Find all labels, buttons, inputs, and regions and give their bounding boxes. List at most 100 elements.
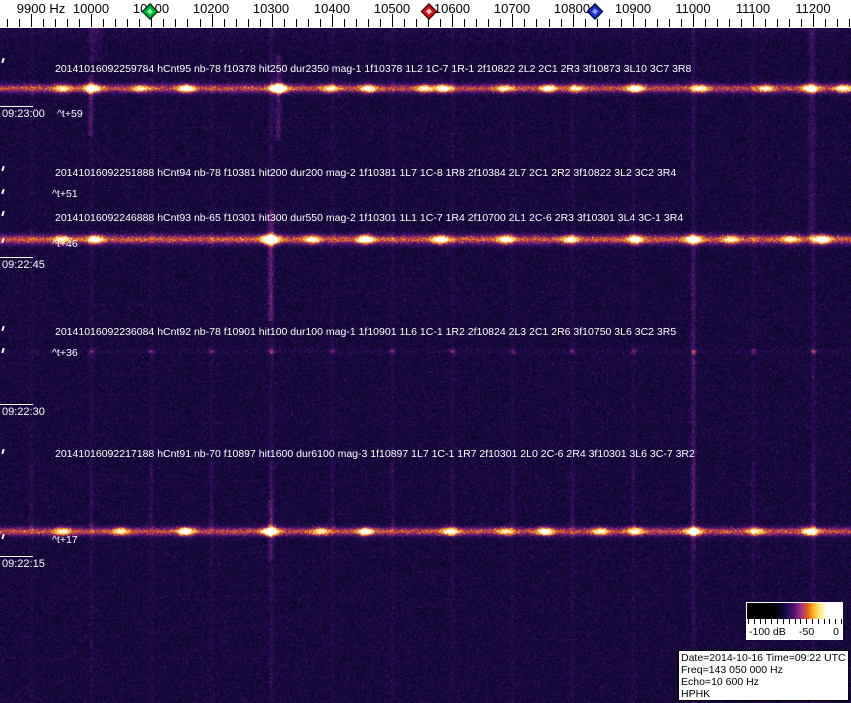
status-info-box: Date=2014-10-16 Time=09:22 UTC Freq=143 … — [678, 650, 849, 701]
db-scale-tick — [777, 619, 779, 624]
db-color-gradient — [747, 603, 842, 619]
freq-label-10000: 10000 — [72, 1, 110, 16]
db-scale-tick — [817, 619, 819, 624]
ruler-minor-tick — [55, 19, 57, 27]
ruler-minor-tick — [380, 19, 381, 27]
ruler-major-tick — [91, 14, 93, 27]
ruler-minor-tick — [187, 19, 189, 27]
db-label-min: -100 dB — [749, 626, 786, 638]
ruler-minor-tick — [620, 19, 622, 27]
ruler-major-tick — [572, 14, 574, 27]
freq-label-11000: 11000 — [675, 1, 711, 16]
freq-label-10200: 10200 — [192, 1, 230, 16]
db-scale-tick — [771, 619, 773, 624]
info-station: HPHK — [681, 688, 711, 700]
event-line-92: 20141016092236084 hCnt92 nb-78 f10901 hi… — [55, 326, 677, 338]
db-scale-tick — [765, 619, 767, 624]
ruler-minor-tick — [716, 19, 718, 27]
freq-label-10700: 10700 — [493, 1, 531, 16]
ruler-minor-tick — [680, 19, 682, 27]
db-scale-tick — [800, 619, 802, 624]
ruler-minor-tick — [283, 19, 285, 27]
ruler-minor-tick — [584, 19, 586, 27]
ruler-minor-tick — [741, 19, 742, 27]
db-scale-tick — [823, 619, 825, 624]
db-label-max: 0 — [833, 626, 839, 638]
ruler-minor-tick — [368, 19, 369, 27]
db-scale-tick — [748, 619, 749, 624]
ruler-minor-tick — [259, 19, 261, 27]
ruler-minor-tick — [765, 19, 767, 27]
ruler-minor-tick — [343, 19, 345, 27]
ruler-major-tick — [331, 14, 333, 27]
ruler-minor-tick — [295, 19, 297, 27]
freq-label-11200: 11200 — [795, 1, 831, 16]
time-label: 09:22:45 — [2, 259, 45, 271]
time-tick-line — [0, 106, 33, 107]
ruler-minor-tick — [476, 19, 478, 27]
db-scale-tick — [753, 619, 755, 624]
blue-diamond-marker[interactable] — [586, 2, 604, 21]
ruler-minor-tick — [801, 19, 803, 27]
ruler-major-tick — [151, 14, 153, 27]
ruler-minor-tick — [404, 19, 406, 27]
ruler-minor-tick — [729, 19, 730, 27]
ruler-major-tick — [271, 14, 273, 27]
freq-label-9900Hz: 9900 Hz — [16, 1, 66, 16]
ruler-major-tick — [392, 14, 393, 27]
ruler-major-tick — [632, 14, 634, 27]
ruler-minor-tick — [103, 19, 105, 27]
time-label: 09:22:15 — [2, 558, 45, 570]
time-tick-line — [0, 404, 33, 405]
db-scale-tick — [829, 619, 831, 624]
event-time-91: ^t+17 — [52, 534, 78, 546]
ruler-minor-tick — [560, 19, 562, 27]
db-scale-labels: -100 dB -50 0 — [747, 626, 842, 639]
ruler-minor-tick — [825, 19, 827, 27]
ruler-minor-tick — [849, 19, 851, 27]
red-diamond-marker[interactable] — [420, 2, 438, 21]
ruler-minor-tick — [67, 19, 69, 27]
db-scale-tick — [788, 619, 790, 624]
ruler-minor-tick — [19, 19, 20, 27]
ruler-minor-tick — [127, 19, 129, 27]
info-date-time: Date=2014-10-16 Time=09:22 UTC — [681, 652, 846, 664]
ruler-minor-tick — [223, 19, 225, 27]
ruler-minor-tick — [668, 19, 670, 27]
db-scale-tick — [811, 619, 813, 624]
ruler-minor-tick — [43, 19, 44, 27]
ruler-minor-tick — [837, 19, 839, 27]
ruler-minor-tick — [548, 19, 550, 27]
db-label-mid: -50 — [799, 626, 815, 638]
db-scale-tick — [841, 619, 842, 624]
green-diamond-marker[interactable] — [141, 2, 159, 21]
time-tick-line — [0, 257, 33, 258]
freq-label-10800: 10800 — [553, 1, 591, 16]
db-scale-tick — [782, 619, 784, 624]
ruler-major-tick — [512, 14, 514, 27]
ruler-minor-tick — [464, 19, 466, 27]
ruler-minor-tick — [139, 19, 141, 27]
ruler-minor-tick — [704, 19, 706, 27]
ruler-minor-tick — [416, 19, 418, 27]
freq-label-10300: 10300 — [252, 1, 290, 16]
event-line-91: 20141016092217188 hCnt91 nb-70 f10897 hi… — [55, 448, 695, 460]
freq-label-10400: 10400 — [313, 1, 351, 16]
ruler-minor-tick — [440, 19, 442, 27]
db-scale-tick — [794, 619, 796, 624]
event-time-95: ^t+59 — [57, 108, 83, 120]
spectrogram-waterfall[interactable] — [0, 28, 851, 703]
ruler-minor-tick — [247, 19, 249, 27]
ruler-major-tick — [452, 14, 454, 27]
ruler-minor-tick — [596, 19, 598, 27]
ruler-major-tick — [211, 14, 213, 27]
freq-label-10600: 10600 — [433, 1, 471, 16]
ruler-minor-tick — [199, 19, 201, 27]
ruler-minor-tick — [536, 19, 538, 27]
ruler-major-tick — [753, 14, 754, 27]
db-scale-ticks — [747, 619, 842, 627]
ruler-major-tick — [813, 14, 815, 27]
ruler-minor-tick — [789, 19, 791, 27]
time-label: 09:23:00 — [2, 108, 45, 120]
